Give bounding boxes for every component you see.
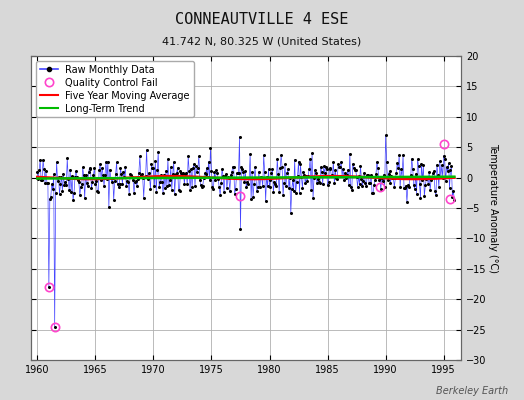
Y-axis label: Temperature Anomaly (°C): Temperature Anomaly (°C) — [488, 143, 498, 273]
Text: CONNEAUTVILLE 4 ESE: CONNEAUTVILLE 4 ESE — [176, 12, 348, 27]
Text: Berkeley Earth: Berkeley Earth — [436, 386, 508, 396]
Legend: Raw Monthly Data, Quality Control Fail, Five Year Moving Average, Long-Term Tren: Raw Monthly Data, Quality Control Fail, … — [36, 61, 194, 117]
Text: 41.742 N, 80.325 W (United States): 41.742 N, 80.325 W (United States) — [162, 36, 362, 46]
